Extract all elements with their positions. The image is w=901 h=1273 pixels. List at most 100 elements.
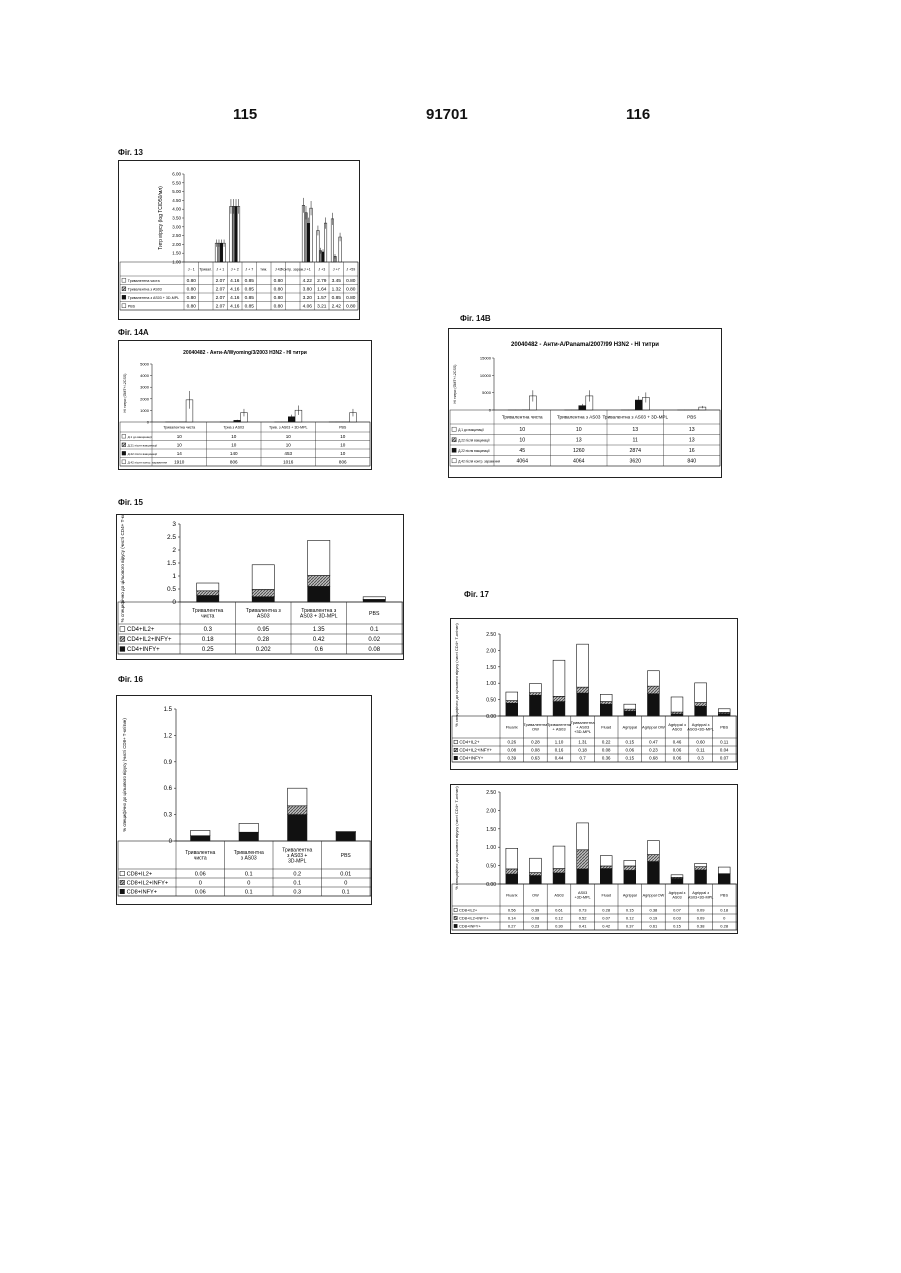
y-tick-label: 1000 xyxy=(140,408,150,413)
data-label: 0.61 xyxy=(555,907,564,912)
data-label: 0.1 xyxy=(245,889,253,895)
bar-segment xyxy=(530,695,542,716)
bar-segment xyxy=(718,867,730,874)
data-label: 0.68 xyxy=(649,756,658,761)
fig16-chart: 00.30.60.91.21.5% специфічно до цільовог… xyxy=(116,695,372,905)
category-label: Тривалентна чиста xyxy=(502,415,543,420)
legend-entry: Д.22 після вакцинації xyxy=(458,449,489,453)
data-label: 0.18 xyxy=(720,907,729,912)
legend-swatch xyxy=(452,459,456,463)
data-label: 13 xyxy=(689,438,695,444)
bar-segment xyxy=(553,702,565,716)
data-label: 0.06 xyxy=(195,889,206,895)
bar-segment xyxy=(577,869,589,884)
page-number-left: 115 xyxy=(233,106,257,123)
y-axis-label: % специфічно до цільового вірусу (чисті … xyxy=(120,514,125,622)
data-label: 4.06 xyxy=(303,303,313,309)
data-label: 0.80 xyxy=(187,295,197,301)
y-tick-label: 3.00 xyxy=(172,224,181,229)
data-label: 0.1 xyxy=(293,880,301,886)
chart-frame xyxy=(119,341,372,470)
data-label: 0.18 xyxy=(578,748,587,753)
data-label: 0.28 xyxy=(602,907,611,912)
legend-entry: CD8+IL2+ xyxy=(459,907,478,912)
legend-swatch xyxy=(454,740,458,744)
data-label: 0.39 xyxy=(508,756,517,761)
data-label: 14 xyxy=(177,451,183,456)
data-label: 0.12 xyxy=(626,915,635,920)
data-label: 0.26 xyxy=(508,740,517,745)
category-label: тиж. xyxy=(260,267,267,271)
category-label: J + 2 xyxy=(231,267,239,271)
data-label: 0.95 xyxy=(257,627,269,633)
data-label: 3.20 xyxy=(303,295,313,301)
category-label: Тривалентна+ AS03+3D-MPL xyxy=(571,720,596,734)
data-label: 0.12 xyxy=(555,915,564,920)
fig17b-chart: 0.000.501.001.502.002.50% специфічно до … xyxy=(450,784,738,934)
data-label: 4064 xyxy=(516,459,528,465)
data-label: 0.36 xyxy=(602,756,611,761)
y-tick-label: 1.5 xyxy=(167,560,176,567)
bar-segment xyxy=(506,848,518,869)
data-label: 2.07 xyxy=(216,303,226,309)
y-tick-label: 2 xyxy=(172,547,176,554)
bar-segment xyxy=(648,841,660,855)
bar-segment xyxy=(252,565,274,590)
y-tick-label: 0.3 xyxy=(164,813,173,819)
legend-swatch xyxy=(454,916,457,919)
data-label: 0.06 xyxy=(195,871,206,877)
data-label: 4064 xyxy=(573,459,585,465)
data-label: 0.202 xyxy=(256,647,272,653)
bar-segment xyxy=(506,874,518,884)
category-label: AS03+3D-MPL xyxy=(575,891,591,899)
y-tick-label: 0.6 xyxy=(164,786,173,792)
bar xyxy=(305,213,308,262)
data-label: 0.09 xyxy=(697,915,706,920)
fig17-label: Фіг. 17 xyxy=(464,590,489,599)
data-label: 4.16 xyxy=(230,286,240,292)
bar-segment xyxy=(695,870,707,884)
fig17a-chart: 0.000.501.001.502.002.50% специфічно до … xyxy=(450,618,738,770)
bar-segment xyxy=(718,874,730,884)
data-label: 0 xyxy=(723,915,726,920)
legend-swatch xyxy=(120,889,124,893)
category-label: PBS xyxy=(339,425,347,429)
data-label: 0.80 xyxy=(274,295,284,301)
data-label: 806 xyxy=(339,459,347,464)
data-label: 10 xyxy=(286,442,292,447)
data-label: 0.28 xyxy=(531,740,540,745)
data-label: 0.16 xyxy=(555,748,564,753)
bar xyxy=(235,206,238,262)
category-label: PBS xyxy=(369,611,380,617)
y-tick-label: 4000 xyxy=(140,373,150,378)
y-axis-label: Титр вірусу (log TCID50/мл) xyxy=(158,186,164,250)
legend-swatch xyxy=(452,448,456,452)
chart-title: 20040482 - Анти-A/Wyoming/3/2003 H3N2 - … xyxy=(183,350,307,356)
data-label: 0.28 xyxy=(720,923,729,928)
data-label: 0.80 xyxy=(274,303,284,309)
category-label: Тривал. xyxy=(199,267,212,271)
data-label: 0.11 xyxy=(696,748,705,753)
bar-segment xyxy=(363,600,385,602)
legend-entry: Д.1 до вакцинації xyxy=(458,428,484,432)
legend-entry: CD4+IL2+ xyxy=(459,740,479,745)
bar-segment xyxy=(308,575,330,586)
bar-segment xyxy=(695,706,707,716)
category-label: J +1 xyxy=(304,267,311,271)
data-label: 840 xyxy=(687,459,696,465)
data-label: 0 xyxy=(199,880,202,886)
y-tick-label: 4.50 xyxy=(172,198,181,203)
data-label: 1910 xyxy=(174,459,185,464)
data-label: 0.6 xyxy=(315,647,324,653)
legend-entry: CD4+INFY+ xyxy=(127,647,160,653)
legend-swatch xyxy=(122,295,126,299)
data-label: 10 xyxy=(177,434,183,439)
category-label: Agrippal зAS03+3D-MPL xyxy=(688,891,713,899)
y-tick-label: 5000 xyxy=(140,362,150,367)
y-tick-label: 0.50 xyxy=(486,864,496,870)
bar-segment xyxy=(577,687,589,693)
category-label: Fluarix xyxy=(506,724,518,729)
data-label: 0.80 xyxy=(274,286,284,292)
data-label: 16 xyxy=(689,448,695,454)
data-label: 0.38 xyxy=(697,923,706,928)
